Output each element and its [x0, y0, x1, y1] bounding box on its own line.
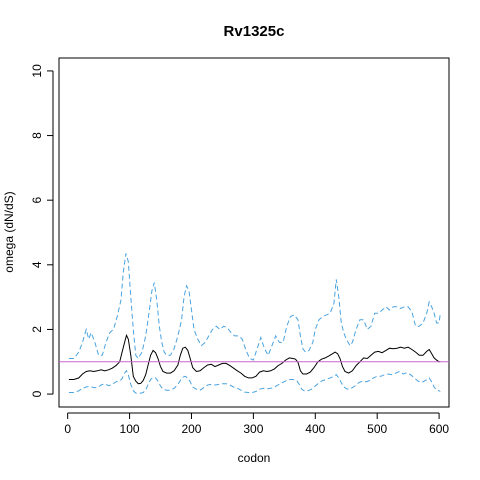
x-axis-title: codon: [238, 451, 271, 465]
y-tick-label: 4: [30, 261, 44, 268]
x-tick-label: 200: [181, 422, 201, 436]
x-tick-label: 100: [120, 422, 140, 436]
chart-marks: 0 100 200 300 400 500 600 0 2 4 6 8 10: [30, 64, 449, 436]
y-axis-title: omega (dN/dS): [2, 191, 16, 272]
x-tick-label: 400: [305, 422, 325, 436]
x-tick-label: 300: [243, 422, 263, 436]
y-tick-label: 2: [30, 326, 44, 333]
y-tick-label: 6: [30, 197, 44, 204]
y-tick-label: 10: [30, 64, 44, 78]
x-tick-label: 600: [429, 422, 449, 436]
series-line-lower: [68, 369, 441, 394]
y-tick-label: 8: [30, 132, 44, 139]
y-tick-label: 0: [30, 390, 44, 397]
x-tick-label: 0: [64, 422, 71, 436]
plot-frame: [58, 57, 450, 408]
chart-title: Rv1325c: [224, 23, 285, 40]
series-line-estimate: [68, 333, 441, 385]
series-line-upper: [68, 253, 441, 361]
x-tick-label: 500: [367, 422, 387, 436]
